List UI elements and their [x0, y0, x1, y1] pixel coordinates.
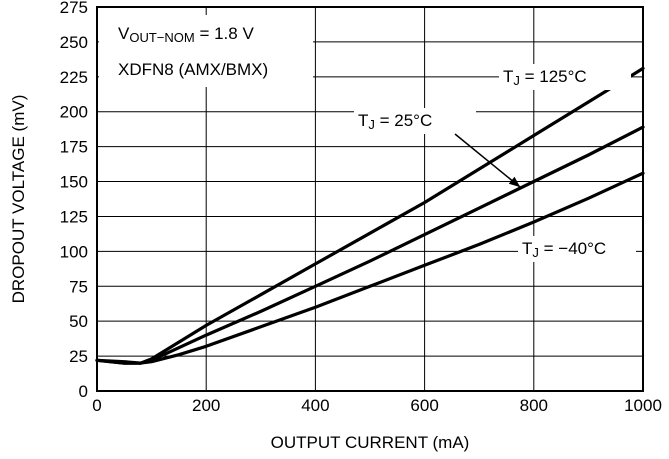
x-tick-label: 800: [520, 396, 548, 415]
y-tick-label: 0: [79, 382, 88, 401]
y-tick-label: 175: [60, 138, 88, 157]
y-tick-label: 25: [69, 347, 88, 366]
x-tick-labels: 0 200 400 600 800 1000: [92, 396, 662, 415]
y-tick-label: 200: [60, 103, 88, 122]
series-label-minus40c: TJ = −40°C: [518, 236, 636, 262]
x-tick-label: 0: [92, 396, 101, 415]
y-tick-label: 125: [60, 207, 88, 226]
x-axis-title: OUTPUT CURRENT (mA): [271, 433, 470, 452]
series-label-25c-arrowhead: [508, 176, 521, 188]
condition-box: VOUT−NOM = 1.8 V XDFN8 (AMX/BMX): [99, 15, 313, 87]
plot-frame: [96, 6, 644, 392]
y-tick-label: 75: [69, 277, 88, 296]
series-label-125c-text: TJ = 125°C: [503, 67, 587, 88]
y-tick-label: 150: [60, 173, 88, 192]
series-label-25c-background: [354, 108, 476, 134]
series-label-25c: TJ = 25°C: [354, 108, 521, 188]
x-tick-label: 1000: [624, 396, 662, 415]
y-tick-label: 100: [60, 242, 88, 261]
series-line-2: [95, 171, 645, 365]
y-tick-label: 225: [60, 68, 88, 87]
y-tick-labels: 0 25 50 75 100 125 150 175 200 225 250 275: [60, 0, 88, 401]
condition-vout-label: VOUT−NOM = 1.8 V: [118, 24, 254, 45]
series-label-minus40c-background: [518, 236, 636, 262]
series-label-25c-arrow: [454, 133, 521, 188]
y-tick-label: 275: [60, 0, 88, 17]
condition-package-label: XDFN8 (AMX/BMX): [118, 60, 268, 79]
y-axis-title: DROPOUT VOLTAGE (mV): [9, 95, 28, 304]
x-tick-label: 400: [301, 396, 329, 415]
series-label-25c-text: TJ = 25°C: [358, 111, 432, 132]
condition-box-background: [99, 15, 313, 87]
x-tick-label: 200: [192, 396, 220, 415]
series-label-125c: TJ = 125°C: [499, 64, 631, 90]
y-tick-label: 250: [60, 33, 88, 52]
y-tick-label: 50: [69, 312, 88, 331]
series-label-125c-background: [499, 64, 631, 90]
x-tick-label: 600: [410, 396, 438, 415]
series-lines: [95, 66, 645, 365]
series-label-minus40c-text: TJ = −40°C: [522, 239, 606, 260]
